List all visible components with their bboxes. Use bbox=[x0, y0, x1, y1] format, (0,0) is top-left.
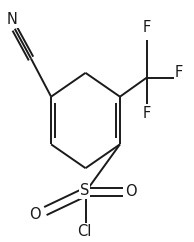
Text: O: O bbox=[125, 184, 136, 199]
Text: Cl: Cl bbox=[77, 224, 92, 239]
Text: F: F bbox=[143, 106, 151, 121]
Text: S: S bbox=[80, 183, 89, 198]
Text: F: F bbox=[175, 65, 183, 80]
Text: O: O bbox=[29, 207, 41, 222]
Text: F: F bbox=[143, 20, 151, 35]
Text: N: N bbox=[6, 12, 17, 27]
